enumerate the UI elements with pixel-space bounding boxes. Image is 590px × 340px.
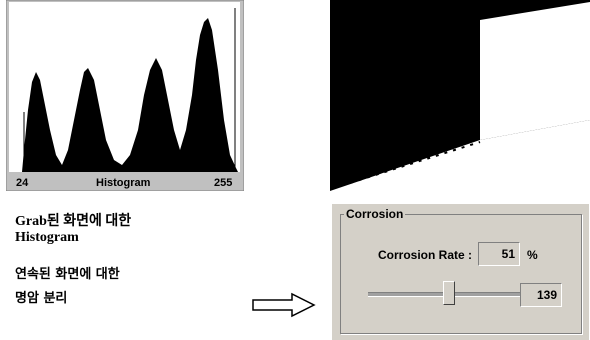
figure: 24 Histogram 255 Grab된 화면에 대한 Histogram … [0, 0, 590, 340]
hist-title: Histogram [96, 177, 150, 189]
group-box [340, 214, 582, 334]
slider-thumb[interactable] [443, 281, 455, 305]
group-title: Corrosion [344, 207, 405, 221]
caption-line: Histogram [15, 230, 79, 246]
arrow [252, 292, 316, 318]
rate-label: Corrosion Rate : [378, 248, 472, 262]
caption-line: 명암 분리 [15, 287, 67, 306]
hist-max-label: 255 [214, 177, 232, 189]
binary-image [330, 0, 590, 191]
rate-value: 51 [478, 242, 520, 266]
arrow-shape [253, 294, 314, 316]
slider-value: 139 [520, 283, 562, 307]
caption-text: Grab된 화면에 대한 [15, 214, 131, 229]
image-region [480, 2, 590, 140]
caption-line: 연속된 화면에 대한 [15, 263, 120, 282]
histogram-panel [6, 0, 244, 191]
rate-unit: % [527, 248, 538, 262]
hist-min-label: 24 [16, 177, 28, 189]
corrosion-panel: Corrosion Corrosion Rate : 51 % 139 [332, 204, 589, 340]
caption-line: Grab된 화면에 대한 [15, 210, 131, 230]
